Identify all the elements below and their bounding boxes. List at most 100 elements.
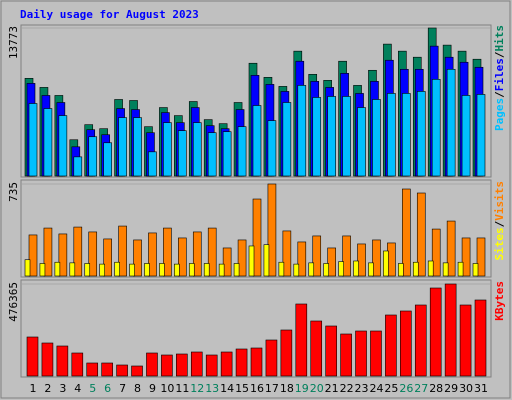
legend: KBytes bbox=[493, 281, 506, 321]
x-tick-label: 8 bbox=[134, 382, 141, 395]
bar bbox=[312, 235, 322, 277]
bar bbox=[101, 362, 113, 377]
bar bbox=[207, 132, 217, 177]
x-tick-label: 11 bbox=[175, 382, 189, 395]
bar bbox=[159, 263, 165, 277]
bar bbox=[357, 107, 366, 177]
bar bbox=[476, 237, 486, 277]
bar bbox=[71, 352, 84, 377]
bar bbox=[250, 347, 263, 377]
bar bbox=[235, 348, 248, 377]
x-tick-label: 3 bbox=[59, 382, 66, 395]
y-tick-label: 13773 bbox=[7, 26, 20, 59]
bar bbox=[163, 122, 172, 177]
bar bbox=[73, 156, 83, 177]
bar bbox=[86, 362, 99, 377]
x-tick-label: 26 bbox=[399, 382, 413, 395]
bar bbox=[58, 115, 68, 177]
x-tick-label: 9 bbox=[149, 382, 156, 395]
bar bbox=[308, 262, 315, 277]
bar bbox=[84, 263, 91, 277]
legend: Pages/Files/Hits bbox=[493, 25, 506, 131]
bar bbox=[355, 330, 367, 377]
bar bbox=[414, 304, 427, 377]
bar bbox=[43, 227, 53, 277]
bar bbox=[387, 93, 396, 177]
bar bbox=[338, 261, 344, 277]
bar bbox=[39, 263, 46, 277]
x-tick-label: 17 bbox=[265, 382, 279, 395]
bar bbox=[69, 262, 76, 277]
bar bbox=[99, 263, 105, 277]
bar bbox=[282, 102, 292, 177]
bar bbox=[297, 241, 307, 277]
legend-entry: Visits bbox=[493, 181, 506, 221]
bar bbox=[357, 243, 366, 277]
bar bbox=[461, 95, 471, 177]
bar bbox=[312, 97, 322, 177]
bar bbox=[267, 120, 277, 177]
x-tick-label: 2 bbox=[44, 382, 51, 395]
bar bbox=[446, 220, 456, 277]
bar bbox=[383, 250, 389, 277]
bar bbox=[54, 261, 61, 277]
x-tick-label: 22 bbox=[340, 382, 354, 395]
bar bbox=[129, 263, 135, 277]
x-tick-label: 24 bbox=[369, 382, 383, 395]
x-tick-label: 23 bbox=[355, 382, 369, 395]
bar bbox=[148, 151, 157, 177]
x-tick-label: 6 bbox=[104, 382, 111, 395]
bar bbox=[163, 227, 172, 277]
bar bbox=[427, 260, 434, 277]
x-tick-label: 12 bbox=[190, 382, 204, 395]
legend-entry: KBytes bbox=[493, 281, 506, 321]
bar bbox=[24, 259, 31, 277]
bar bbox=[297, 85, 307, 177]
bar bbox=[116, 364, 128, 377]
x-tick-label: 15 bbox=[235, 382, 249, 395]
bar bbox=[218, 263, 225, 277]
x-tick-label: 7 bbox=[119, 382, 126, 395]
x-tick-label: 14 bbox=[220, 382, 234, 395]
bar bbox=[114, 261, 120, 277]
legend-separator: / bbox=[493, 91, 506, 98]
x-tick-label: 20 bbox=[310, 382, 324, 395]
bar bbox=[265, 339, 278, 377]
bar bbox=[323, 263, 329, 277]
bar bbox=[118, 225, 127, 277]
bar bbox=[220, 351, 233, 377]
x-tick-label: 30 bbox=[459, 382, 473, 395]
bar bbox=[131, 365, 143, 377]
bar bbox=[252, 105, 262, 177]
bar bbox=[41, 342, 54, 377]
bar bbox=[474, 299, 487, 377]
bar bbox=[237, 126, 247, 177]
bar bbox=[280, 329, 293, 377]
bar bbox=[327, 247, 336, 277]
bar bbox=[278, 261, 285, 277]
bar bbox=[431, 79, 441, 177]
bar bbox=[282, 230, 292, 277]
y-tick-label: 735 bbox=[7, 182, 20, 202]
bar bbox=[416, 192, 426, 277]
bar bbox=[178, 237, 187, 277]
legend-entry: Pages bbox=[493, 98, 506, 131]
bar bbox=[472, 263, 479, 277]
bar bbox=[192, 122, 202, 177]
bar bbox=[368, 262, 374, 277]
bar bbox=[178, 130, 187, 177]
bar bbox=[73, 226, 83, 277]
bar bbox=[310, 320, 323, 377]
bar bbox=[446, 68, 456, 177]
bar bbox=[26, 336, 39, 377]
bar bbox=[222, 131, 232, 177]
bar bbox=[429, 287, 442, 377]
bar bbox=[252, 198, 262, 277]
bar bbox=[205, 354, 218, 377]
bar bbox=[146, 352, 158, 377]
bar bbox=[400, 310, 412, 377]
bar bbox=[58, 233, 68, 277]
bar bbox=[148, 232, 157, 277]
x-tick-label: 19 bbox=[295, 382, 309, 395]
